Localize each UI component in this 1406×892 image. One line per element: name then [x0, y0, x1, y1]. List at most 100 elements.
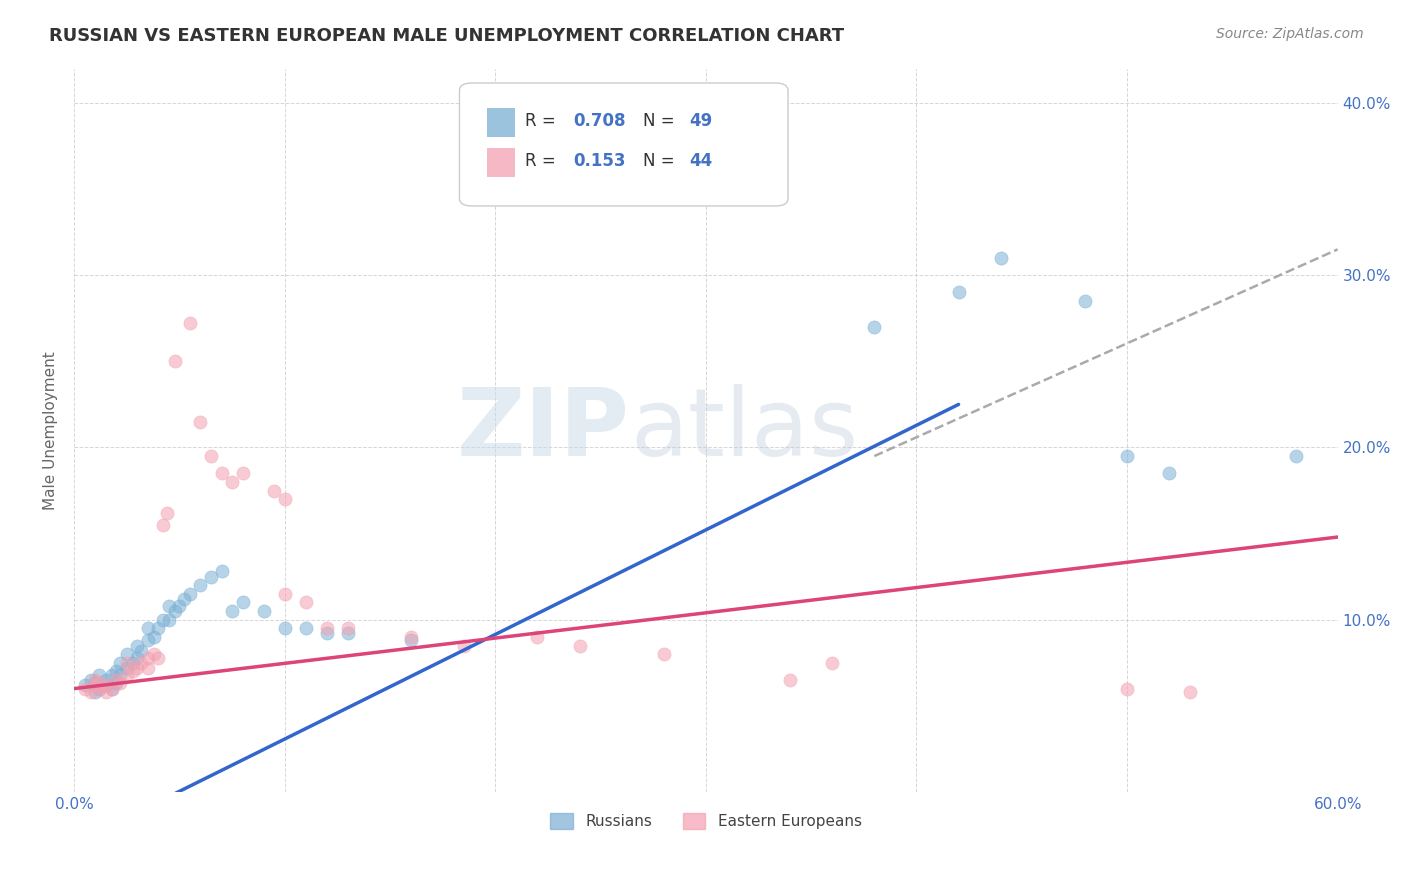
Point	[399, 630, 422, 644]
Point	[190, 578, 212, 592]
Point	[863, 319, 886, 334]
Point	[336, 621, 359, 635]
Point	[179, 587, 201, 601]
Point	[84, 676, 107, 690]
Point	[143, 630, 166, 644]
Point	[80, 685, 103, 699]
Text: RUSSIAN VS EASTERN EUROPEAN MALE UNEMPLOYMENT CORRELATION CHART: RUSSIAN VS EASTERN EUROPEAN MALE UNEMPLO…	[49, 27, 845, 45]
Point	[136, 633, 159, 648]
Point	[399, 633, 422, 648]
Text: ZIP: ZIP	[457, 384, 630, 476]
Text: 0.708: 0.708	[574, 112, 626, 129]
Point	[73, 681, 96, 696]
Point	[165, 354, 187, 368]
Point	[990, 251, 1012, 265]
Point	[122, 656, 145, 670]
Point	[89, 668, 111, 682]
Point	[1284, 449, 1306, 463]
Point	[232, 467, 254, 481]
Point	[136, 650, 159, 665]
Y-axis label: Male Unemployment: Male Unemployment	[44, 351, 58, 509]
Point	[200, 569, 222, 583]
Text: N =: N =	[643, 153, 679, 170]
Point	[148, 621, 170, 635]
Point	[948, 285, 970, 300]
Point	[1159, 467, 1181, 481]
Text: 44: 44	[689, 153, 713, 170]
Point	[110, 668, 132, 682]
Point	[143, 647, 166, 661]
Legend: Russians, Eastern Europeans: Russians, Eastern Europeans	[544, 806, 868, 835]
Point	[1180, 685, 1202, 699]
Point	[315, 621, 337, 635]
Point	[105, 665, 128, 679]
Point	[1116, 681, 1139, 696]
Point	[169, 599, 191, 613]
Point	[94, 673, 117, 687]
Point	[232, 595, 254, 609]
Point	[156, 506, 179, 520]
Point	[152, 518, 174, 533]
Point	[131, 644, 153, 658]
Point	[127, 639, 149, 653]
Point	[273, 492, 295, 507]
Point	[115, 668, 138, 682]
Point	[211, 565, 233, 579]
Point	[73, 678, 96, 692]
Point	[136, 661, 159, 675]
Point	[190, 415, 212, 429]
Point	[101, 681, 124, 696]
Point	[110, 676, 132, 690]
Point	[84, 678, 107, 692]
Point	[315, 626, 337, 640]
Point	[568, 639, 591, 653]
Text: 49: 49	[689, 112, 713, 129]
Point	[221, 475, 243, 489]
Point	[105, 676, 128, 690]
Text: 0.153: 0.153	[574, 153, 626, 170]
Point	[115, 661, 138, 675]
Point	[157, 599, 180, 613]
Point	[122, 665, 145, 679]
Text: R =: R =	[526, 112, 561, 129]
Point	[179, 317, 201, 331]
Point	[165, 604, 187, 618]
Point	[1116, 449, 1139, 463]
Point	[221, 604, 243, 618]
Point	[127, 650, 149, 665]
Point	[173, 592, 195, 607]
Point	[211, 467, 233, 481]
Point	[89, 681, 111, 696]
Text: Source: ZipAtlas.com: Source: ZipAtlas.com	[1216, 27, 1364, 41]
Text: N =: N =	[643, 112, 679, 129]
Point	[94, 685, 117, 699]
Point	[152, 613, 174, 627]
FancyBboxPatch shape	[488, 108, 515, 137]
Point	[821, 656, 844, 670]
Point	[1074, 294, 1097, 309]
Point	[157, 613, 180, 627]
Text: atlas: atlas	[630, 384, 858, 476]
Point	[526, 630, 548, 644]
Point	[115, 647, 138, 661]
Text: R =: R =	[526, 153, 561, 170]
Point	[94, 678, 117, 692]
Point	[453, 639, 475, 653]
Point	[101, 668, 124, 682]
Point	[136, 621, 159, 635]
Point	[273, 621, 295, 635]
Point	[110, 656, 132, 670]
Point	[84, 673, 107, 687]
Point	[101, 681, 124, 696]
Point	[105, 673, 128, 687]
Point	[273, 587, 295, 601]
Point	[89, 676, 111, 690]
Point	[336, 626, 359, 640]
Point	[127, 661, 149, 675]
Point	[80, 673, 103, 687]
Point	[131, 656, 153, 670]
Point	[84, 685, 107, 699]
FancyBboxPatch shape	[488, 148, 515, 177]
Point	[779, 673, 801, 687]
Point	[263, 483, 285, 498]
